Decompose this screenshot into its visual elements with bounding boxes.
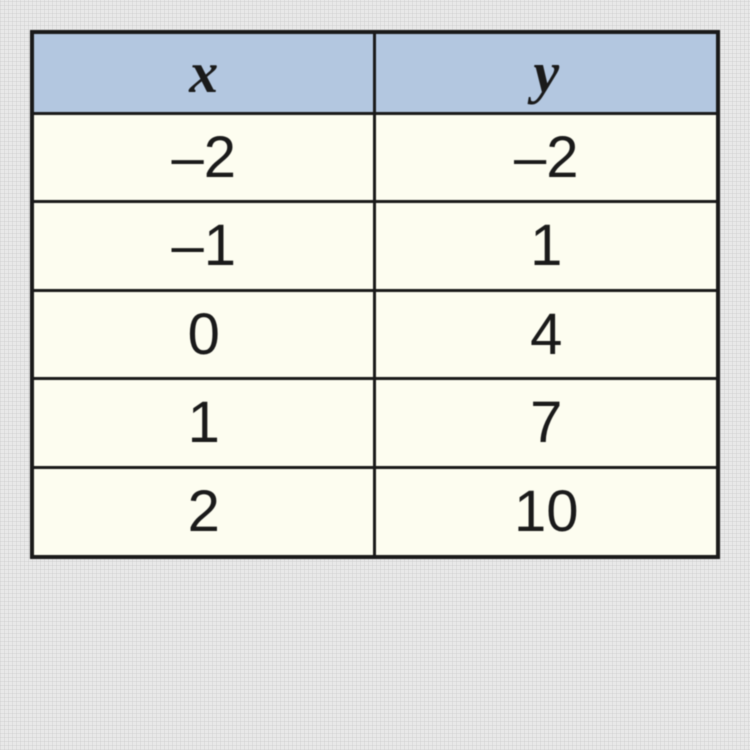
table-row: 2 10 — [32, 467, 718, 556]
cell-y: 1 — [375, 202, 718, 291]
cell-x: 0 — [32, 290, 375, 379]
data-table: x y –2 –2 –1 1 0 4 1 7 2 10 — [30, 30, 720, 559]
cell-x: –1 — [32, 202, 375, 291]
table-row: –1 1 — [32, 202, 718, 291]
cell-y: 10 — [375, 467, 718, 556]
column-header-y: y — [375, 32, 718, 113]
table-row: –2 –2 — [32, 113, 718, 202]
cell-x: 2 — [32, 467, 375, 556]
cell-y: 4 — [375, 290, 718, 379]
column-header-x: x — [32, 32, 375, 113]
table-row: 1 7 — [32, 379, 718, 468]
cell-x: 1 — [32, 379, 375, 468]
cell-y: –2 — [375, 113, 718, 202]
cell-y: 7 — [375, 379, 718, 468]
table-header-row: x y — [32, 32, 718, 113]
cell-x: –2 — [32, 113, 375, 202]
data-table-container: x y –2 –2 –1 1 0 4 1 7 2 10 — [30, 30, 720, 559]
table-row: 0 4 — [32, 290, 718, 379]
